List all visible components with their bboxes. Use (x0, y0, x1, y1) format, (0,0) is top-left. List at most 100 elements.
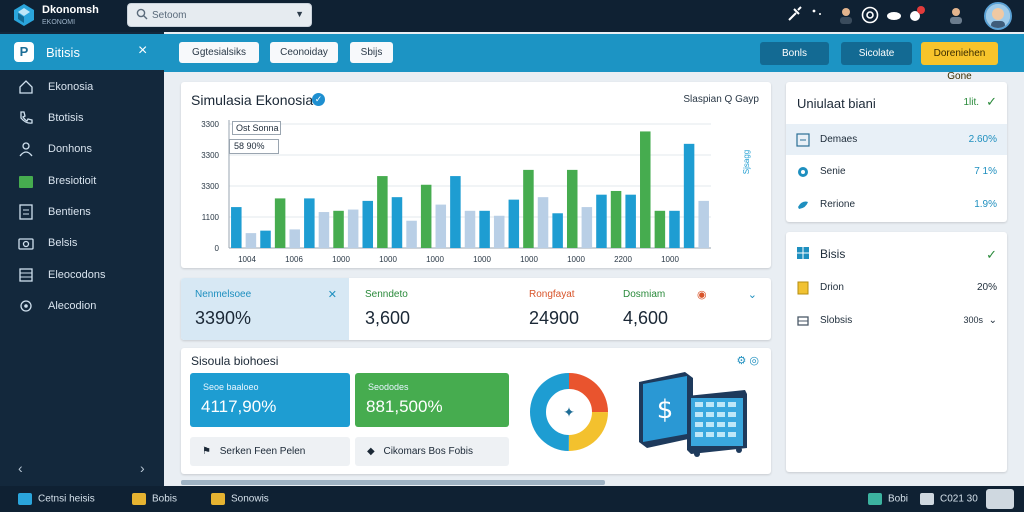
at-sign-icon[interactable] (860, 5, 880, 25)
user-icon (19, 142, 33, 157)
stats-row: Nenmelsoee ✕ 3390% Senndeto 3,600 Rongfa… (181, 278, 771, 340)
app-logo-icon[interactable] (12, 3, 36, 27)
y-tick-label: 3300 (201, 182, 219, 191)
stat-card[interactable]: Senndeto 3,600 (351, 278, 501, 340)
chevron-down-icon[interactable]: ✓ (986, 94, 997, 109)
horizontal-scrollbar[interactable] (181, 480, 605, 485)
bottom-status-2[interactable]: C021 30 (920, 493, 978, 505)
sparkle-icon[interactable] (808, 5, 828, 25)
chart-toolbar[interactable]: Slaspian Q Gayp (683, 94, 759, 105)
settings-icon[interactable] (986, 489, 1014, 509)
sidebar-item-ekonosia[interactable]: Ekonosia (0, 74, 164, 102)
detail-header: Bisis ✓ (786, 237, 1007, 268)
folder-icon (19, 176, 33, 188)
sidebar-item-donhons[interactable]: Donhons (0, 136, 164, 164)
bottom-item-1[interactable]: Cetnsi heisis (18, 493, 95, 505)
x-tick-label: 1006 (285, 255, 303, 264)
sidebar-item-alecodion[interactable]: Alecodion (0, 293, 164, 321)
chart-bar (493, 215, 505, 248)
x-tick-label: 1000 (426, 255, 444, 264)
sidebar-item-bentiens[interactable]: Bentiens (0, 199, 164, 227)
bottom-item-3[interactable]: Sonowis (211, 493, 269, 505)
summary-row[interactable]: Rerione 1.9% (786, 189, 1007, 220)
stat-value: 3,600 (365, 308, 411, 328)
chevron-down-icon[interactable]: ▼ (295, 9, 304, 19)
chart-legend-box: Ost Sonna (232, 121, 281, 135)
summary-row[interactable]: Demaes 2.60% (786, 124, 1007, 155)
grid-icon (797, 247, 809, 259)
sidebar-item-btotisis[interactable]: Btotisis (0, 105, 164, 133)
settings-icon[interactable]: ⚙ ◎ (736, 355, 759, 367)
avatar[interactable] (984, 2, 1012, 30)
bottom-item-label: Bobis (152, 493, 178, 505)
tab-ceonoiday[interactable]: Ceonoiday (270, 42, 338, 63)
cloud-icon[interactable] (884, 5, 904, 25)
chart-bar (683, 143, 695, 248)
svg-text:$: $ (657, 395, 674, 425)
sidebar: P Bitisis × Ekonosia Btotisis Donhons Br… (0, 32, 164, 486)
button-label: Cikomars Bos Fobis (383, 446, 473, 457)
sidebar-item-label: Alecodion (48, 300, 97, 312)
camera-icon (18, 238, 34, 250)
chart-bar (362, 200, 374, 248)
profile-icon[interactable] (946, 5, 966, 25)
detail-row[interactable]: Drion 20% (786, 272, 1007, 303)
bottom-status-1[interactable]: Bobi (868, 493, 908, 505)
calculator-icon (796, 133, 810, 147)
check-icon: ✓ (986, 247, 997, 262)
tab-ggtesialsiks[interactable]: Ggtesialsiks (179, 42, 259, 63)
chevron-down-icon[interactable]: ⌄ (988, 315, 997, 326)
chart-bar (450, 176, 461, 248)
summary-row-value: 2.60% (968, 134, 997, 145)
simulation-tile-blue[interactable]: Seoe baaloeo 4117,90% (190, 373, 350, 427)
people-icon (18, 493, 32, 505)
x-tick-label: 1000 (661, 255, 679, 264)
stat-card[interactable]: Dosmiam ◉ ⌄ 4,600 (609, 278, 769, 340)
tab-sbijs[interactable]: Sbijs (350, 42, 393, 63)
chart-bar (523, 169, 534, 248)
summary-row[interactable]: Senie 7 1% (786, 156, 1007, 187)
sidebar-item-bresiotioit[interactable]: Bresiotioit (0, 168, 164, 196)
search-input[interactable]: Setoom (152, 10, 187, 21)
summary-value: 1lit. (963, 97, 979, 108)
x-tick-label: 1000 (332, 255, 350, 264)
simulation-button-1[interactable]: ⚑ Serken Feen Pelen (190, 437, 350, 466)
notification-icon[interactable] (906, 5, 926, 25)
chart-bar (260, 230, 271, 248)
simulation-button-2[interactable]: ◆ Cikomars Bos Fobis (355, 437, 509, 466)
sidebar-item-eleocodons[interactable]: Eleocodons (0, 262, 164, 290)
avatar-face-icon (986, 4, 1010, 28)
chevron-down-icon[interactable]: ⌄ (747, 289, 757, 301)
close-icon[interactable]: ✕ (327, 289, 337, 301)
sidebar-item-label: Eleocodons (48, 269, 106, 281)
stat-label: Senndeto (365, 289, 408, 300)
chart-bar (333, 210, 344, 248)
sidebar-item-label: Bentiens (48, 206, 91, 218)
chart-side-label: Sjsagg (742, 150, 751, 174)
user-avatar-icon[interactable] (836, 5, 856, 25)
simulation-tile-green[interactable]: Seododes 881,500% (355, 373, 509, 427)
bottom-item-label: Sonowis (231, 493, 269, 505)
chart-bar (289, 229, 300, 248)
sidebar-item-belsis[interactable]: Belsis (0, 230, 164, 258)
collapse-left-icon[interactable]: ‹ (18, 460, 23, 476)
bonls-button[interactable]: Bonls (760, 42, 829, 65)
stat-card[interactable]: Nenmelsoee ✕ 3390% (181, 278, 349, 340)
tools-icon[interactable] (785, 5, 805, 25)
close-icon[interactable]: × (138, 42, 148, 59)
sidebar-item-label: Bresiotioit (48, 175, 97, 187)
search-box[interactable]: Setoom ▼ (127, 3, 312, 27)
bottom-item-2[interactable]: Bobis (132, 493, 177, 505)
chart-bar (537, 197, 549, 248)
clock-icon (920, 493, 934, 505)
detail-row[interactable]: Slobsis 300s ⌄ (786, 305, 1007, 336)
donut-slice-blue (530, 373, 608, 451)
x-tick-label: 1000 (567, 255, 585, 264)
x-tick-label: 1000 (379, 255, 397, 264)
chart-bar (566, 169, 578, 248)
primary-action-button[interactable]: Doreniehen Gone (921, 42, 998, 82)
sicolate-button[interactable]: Sicolate (841, 42, 912, 65)
expand-right-icon[interactable]: › (140, 460, 145, 476)
stat-value: 3390% (195, 308, 252, 328)
stat-card[interactable]: Rongfayat 24900 (515, 278, 615, 340)
